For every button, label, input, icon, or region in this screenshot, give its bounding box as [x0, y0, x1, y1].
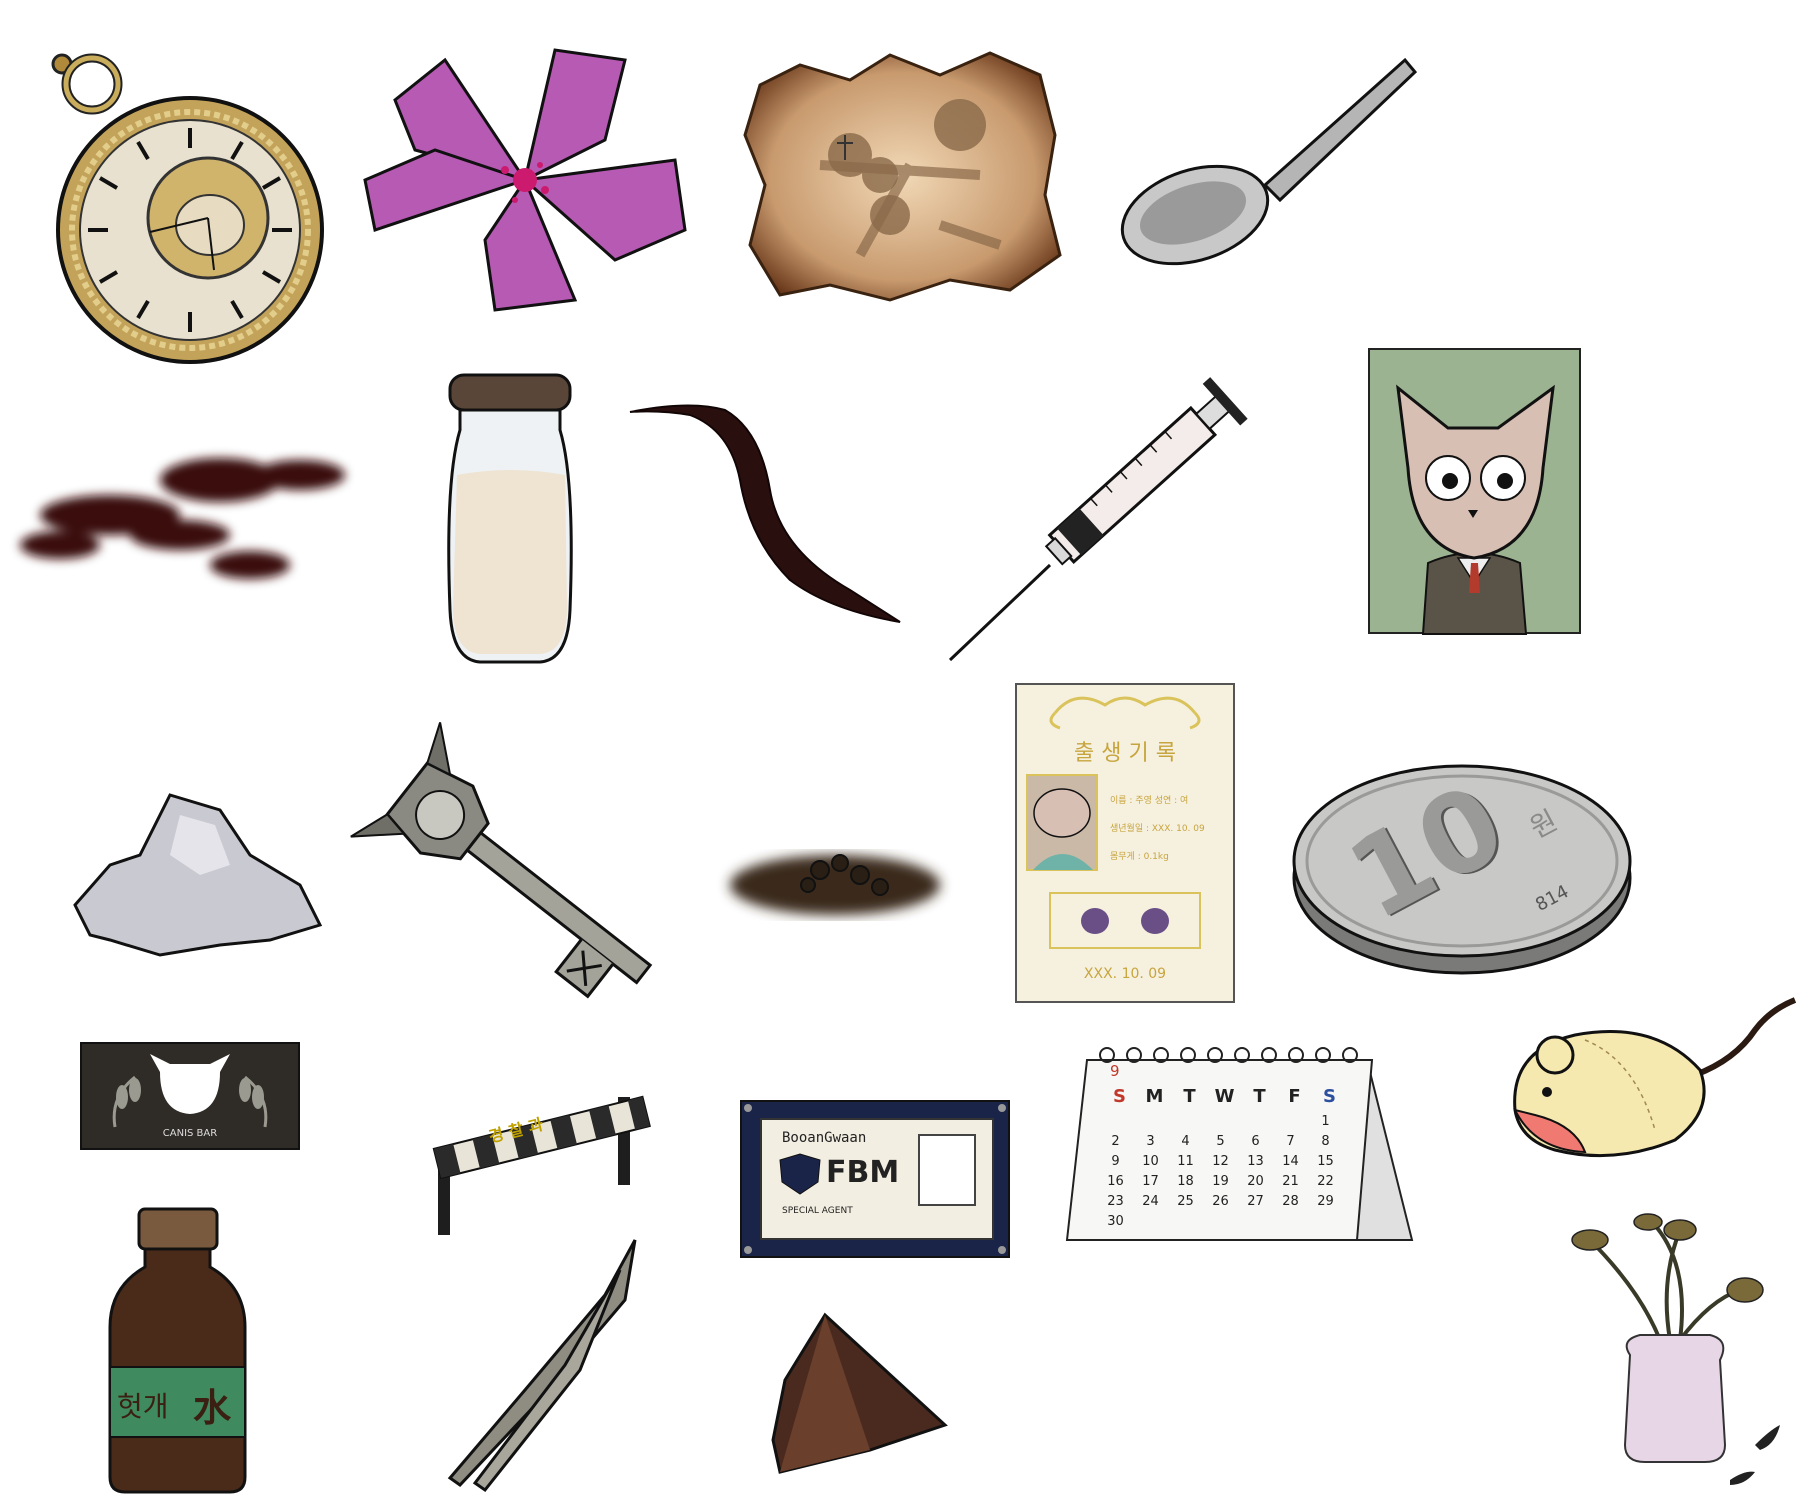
jar-icon [447, 373, 573, 664]
flower-icon [363, 48, 687, 312]
calendar-weekday: F [1288, 1086, 1301, 1107]
hair-icon [629, 404, 901, 623]
calendar-day[interactable]: 17 [1142, 1174, 1159, 1189]
badge-title: FBM [826, 1155, 900, 1190]
calendar-day[interactable]: 8 [1321, 1134, 1330, 1149]
bottle-label: 헛개 [117, 1390, 169, 1423]
ornate-key-item[interactable] [350, 722, 685, 1015]
powder-icon [73, 793, 323, 957]
calendar-weekday: M [1145, 1086, 1164, 1107]
calendar-day[interactable]: 20 [1247, 1174, 1264, 1189]
syringe-item[interactable] [948, 365, 1270, 665]
map-icon [743, 51, 1062, 302]
bottle-icon [108, 1207, 247, 1494]
shield-icon [744, 1104, 1006, 1254]
toy-mouse-item[interactable] [1505, 997, 1797, 1165]
calendar-day[interactable]: 16 [1107, 1174, 1124, 1189]
calendar-day[interactable]: 7 [1286, 1134, 1295, 1149]
rock-shard-item[interactable] [770, 1310, 948, 1475]
key-icon [350, 722, 653, 999]
burnt-map-item[interactable] [740, 45, 1065, 305]
pocket-watch-icon [51, 53, 324, 364]
vase-icon [1571, 1213, 1780, 1485]
bar-sign-text: CANIS BAR [162, 1128, 218, 1139]
ten-won-coin-item[interactable]: 10 원 814 [1290, 748, 1635, 978]
calendar-weekday: T [1253, 1086, 1266, 1107]
pink-flower-item[interactable] [355, 30, 695, 320]
blood-stain-item[interactable] [0, 435, 360, 605]
police-barrier-item[interactable]: 경 찰 과 [432, 1062, 653, 1237]
certificate-title: 출 생 기 록 [1074, 741, 1176, 766]
calendar-weekday: T [1183, 1086, 1196, 1107]
milk-jar-item[interactable] [440, 370, 580, 670]
calendar-icon [1065, 1047, 1414, 1241]
certificate-row1: 이름 : 주영 성연 : 여 [1110, 796, 1189, 806]
calendar-day[interactable]: 27 [1247, 1194, 1264, 1209]
calendar-day[interactable]: 29 [1317, 1194, 1334, 1209]
badge-subtitle: SPECIAL AGENT [782, 1206, 853, 1216]
calendar-day[interactable]: 12 [1212, 1154, 1229, 1169]
portrait-icon [1368, 348, 1581, 635]
stain-icon [20, 458, 345, 579]
shard-icon [771, 1312, 948, 1474]
calendar-day[interactable]: 11 [1177, 1154, 1194, 1169]
calendar-day[interactable]: 23 [1107, 1194, 1124, 1209]
calendar-day[interactable]: 25 [1177, 1194, 1194, 1209]
spoon-icon [1120, 57, 1418, 266]
calendar-day[interactable]: 21 [1282, 1174, 1299, 1189]
fbm-badge-item[interactable]: BooanGwaan FBM SPECIAL AGENT [740, 1100, 1010, 1258]
calendar-day[interactable]: 18 [1177, 1174, 1194, 1189]
calendar-day[interactable]: 15 [1317, 1154, 1334, 1169]
calendar-day[interactable]: 5 [1216, 1134, 1225, 1149]
tweezers-item[interactable] [430, 1239, 640, 1493]
calendar-month: 9 [1110, 1062, 1120, 1080]
birth-certificate-item[interactable]: 출 생 기 록 이름 : 주영 성연 : 여 생년월일 : XXX. 10. 0… [1015, 683, 1235, 1003]
calendar-day[interactable]: 19 [1212, 1174, 1229, 1189]
calendar-day[interactable]: 26 [1212, 1194, 1229, 1209]
dirt-icon [730, 854, 940, 915]
calendar-weekday: S [1323, 1086, 1336, 1107]
calendar-day[interactable]: 22 [1317, 1174, 1334, 1189]
mouse-icon [1513, 997, 1797, 1158]
photo-slot [918, 1134, 976, 1206]
dead-flowers-vase-item[interactable] [1560, 1200, 1800, 1490]
cat-logo-icon [112, 1054, 268, 1128]
cat-portrait-item[interactable] [1368, 348, 1581, 635]
ornament-icon [1026, 696, 1201, 949]
hair-strand-item[interactable] [629, 400, 910, 630]
certificate-row2: 생년월일 : XXX. 10. 09 [1110, 824, 1205, 834]
calendar-day[interactable]: 9 [1111, 1154, 1120, 1169]
brown-bottle-item[interactable]: 헛개 水 [105, 1207, 250, 1495]
calendar-weekday: W [1214, 1086, 1235, 1107]
calendar-day[interactable]: 30 [1107, 1214, 1124, 1229]
calendar-day[interactable]: 13 [1247, 1154, 1264, 1169]
bar-sign-item[interactable]: CANIS BAR [80, 1042, 300, 1150]
calendar-day[interactable]: 24 [1142, 1194, 1159, 1209]
certificate-row3: 몸무게 : 0.1kg [1110, 852, 1169, 862]
white-powder-item[interactable] [70, 793, 325, 960]
calendar-day[interactable]: 2 [1111, 1134, 1120, 1149]
calendar-grid: 1 2 3 4 5 6 7 8 9 10 11 12 13 14 15 16 17 18 19 20 21 22 23 24 2… [1098, 1114, 1348, 1234]
dirt-pile-item[interactable] [720, 825, 950, 925]
calendar-weekday: S [1113, 1086, 1126, 1107]
calendar-day[interactable]: 1 [1321, 1114, 1330, 1129]
coin-icon [1292, 764, 1632, 975]
syringe-icon [948, 377, 1248, 662]
barrier-icon [432, 1095, 651, 1235]
calendar-day[interactable]: 28 [1282, 1194, 1299, 1209]
spoon-item[interactable] [1115, 50, 1425, 266]
calendar-day[interactable]: 10 [1142, 1154, 1159, 1169]
pocket-watch-item[interactable] [30, 40, 330, 364]
calendar-day[interactable]: 14 [1282, 1154, 1299, 1169]
tweezers-icon [447, 1239, 637, 1493]
calendar-day[interactable]: 3 [1146, 1134, 1155, 1149]
calendar-day[interactable]: 6 [1251, 1134, 1260, 1149]
badge-org: BooanGwaan [782, 1130, 867, 1146]
bottle-label-kanji: 水 [193, 1386, 232, 1430]
calendar-day[interactable]: 4 [1181, 1134, 1190, 1149]
certificate-date: XXX. 10. 09 [1083, 966, 1167, 982]
